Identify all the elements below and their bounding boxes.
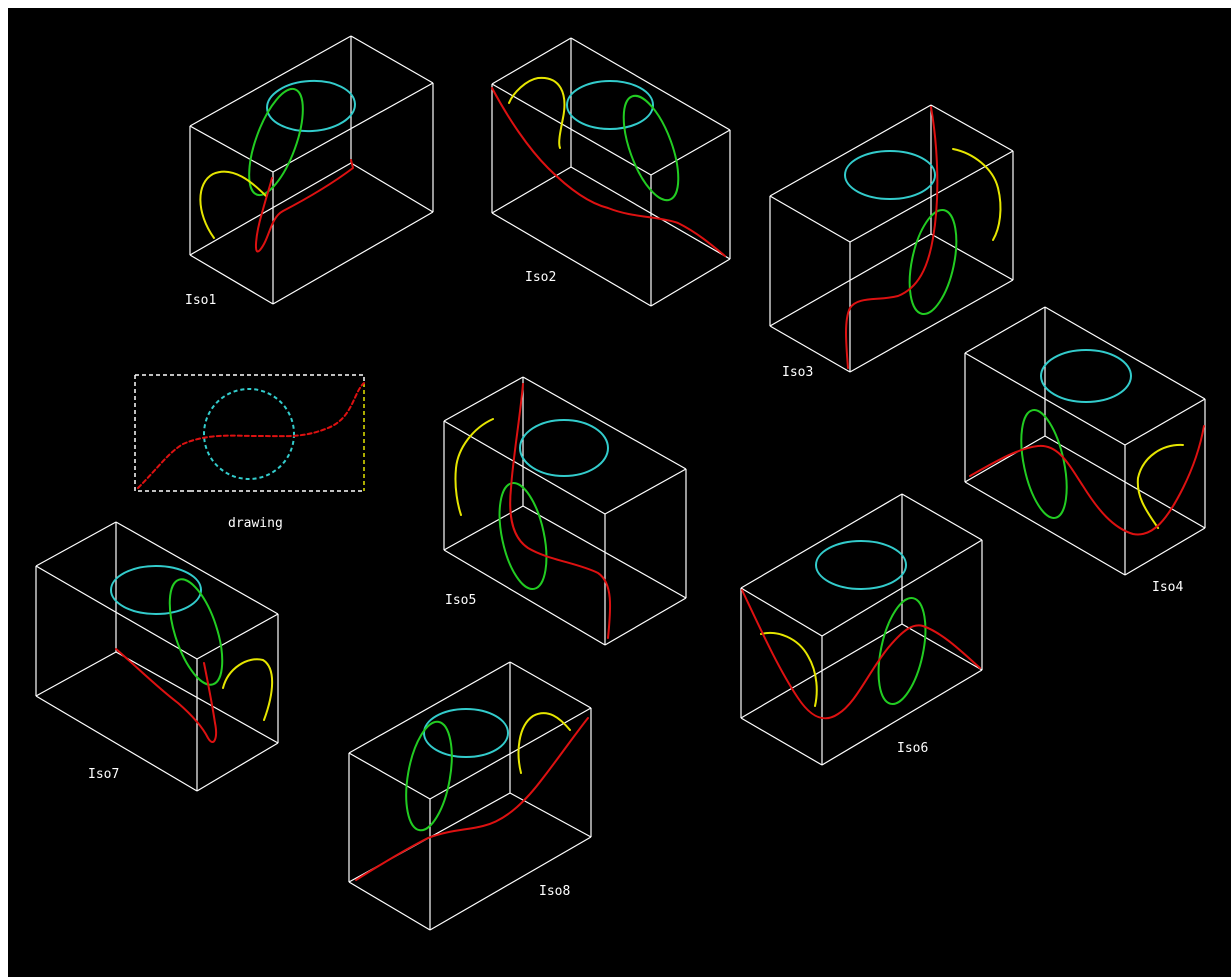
iso6-view: Iso6 — [740, 493, 983, 766]
iso3-yellow-arc — [952, 148, 1002, 241]
flat-drawing: drawing — [134, 374, 365, 531]
iso3-top-circle — [844, 150, 936, 200]
iso1-side-ellipse — [248, 87, 304, 197]
iso7-view: Iso7 — [35, 521, 279, 792]
iso2-box — [491, 37, 731, 307]
iso2-side-ellipse — [622, 94, 680, 202]
iso1-view: Iso1 — [185, 35, 434, 308]
scene-svg: drawing Iso1 — [35, 35, 1206, 931]
iso6-yellow-arc — [760, 632, 818, 707]
iso7-yellow-arc — [222, 658, 274, 721]
iso5-view: Iso5 — [443, 376, 687, 646]
iso3-red-curve — [845, 106, 939, 369]
drawing-circle — [203, 388, 295, 480]
iso7-top-circle — [110, 565, 202, 615]
iso3-box — [769, 104, 1014, 373]
iso1-top-circle — [266, 79, 356, 133]
iso4-side-ellipse — [1020, 409, 1068, 519]
iso6-side-ellipse — [877, 596, 927, 706]
iso7-red-curve — [115, 648, 218, 743]
drawing-frame-top-left — [134, 374, 365, 492]
iso2-view: Iso2 — [491, 37, 731, 307]
drawing-label: drawing — [228, 516, 283, 531]
iso3-side-ellipse — [908, 208, 958, 316]
iso2-yellow-arc — [508, 76, 566, 149]
iso5-box — [443, 376, 687, 646]
drawing-canvas: drawing Iso1 — [8, 8, 1231, 977]
iso1-red-curve — [254, 159, 354, 253]
iso1-box — [189, 35, 434, 305]
iso4-red-curve — [969, 425, 1205, 536]
iso4-box — [964, 306, 1206, 576]
iso5-label: Iso5 — [445, 593, 476, 608]
iso5-red-curve — [509, 383, 612, 639]
iso1-yellow-arc — [199, 170, 267, 239]
iso4-view: Iso4 — [964, 306, 1206, 595]
iso4-yellow-arc — [1136, 443, 1184, 529]
iso6-red-curve — [741, 589, 981, 720]
iso7-side-ellipse — [168, 578, 224, 686]
iso7-label: Iso7 — [88, 767, 119, 782]
iso8-label: Iso8 — [539, 884, 570, 899]
iso5-yellow-arc — [454, 418, 494, 516]
iso4-label: Iso4 — [1152, 580, 1183, 595]
iso2-top-circle — [566, 80, 654, 130]
iso3-view: Iso3 — [769, 104, 1014, 380]
iso8-yellow-arc — [517, 712, 571, 774]
drawing-curve — [137, 382, 365, 489]
iso8-view: Iso8 — [348, 661, 592, 931]
iso8-side-ellipse — [405, 720, 453, 832]
iso5-top-circle — [519, 419, 609, 477]
iso8-top-circle — [423, 708, 509, 758]
iso4-top-circle — [1040, 349, 1132, 403]
iso8-red-curve — [355, 717, 589, 881]
iso6-top-circle — [815, 540, 907, 590]
iso2-label: Iso2 — [525, 270, 556, 285]
iso6-box — [740, 493, 983, 766]
iso6-label: Iso6 — [897, 741, 928, 756]
iso7-box — [35, 521, 279, 792]
iso3-label: Iso3 — [782, 365, 813, 380]
iso1-label: Iso1 — [185, 293, 216, 308]
iso2-red-curve — [491, 87, 726, 257]
